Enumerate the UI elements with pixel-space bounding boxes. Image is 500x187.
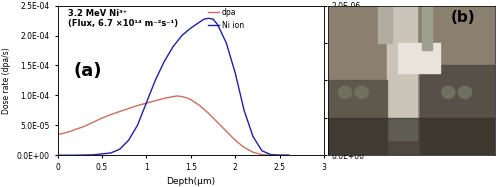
dpa [90,121,96,123]
Ni ion [152,79,158,82]
Ni ion [170,46,176,48]
Ni ion [144,102,150,104]
dpa [241,146,247,148]
dpa [250,151,256,153]
Legend: dpa, Ni ion: dpa, Ni ion [208,8,244,30]
dpa [214,121,220,123]
Ni ion [206,17,212,19]
dpa [206,112,212,114]
Ni ion [201,18,207,20]
dpa [161,97,167,99]
dpa [259,154,265,156]
Ni ion [90,154,96,156]
dpa [99,117,105,119]
dpa [72,128,78,131]
Circle shape [442,86,455,98]
dpa [179,95,185,98]
Ni ion [134,124,140,126]
Ni ion [250,135,256,138]
dpa [68,130,74,132]
Ni ion [214,23,220,25]
dpa [81,125,87,128]
Bar [378,6,392,43]
Ni ion [116,148,122,150]
Ni ion [196,21,202,23]
Ni ion [276,154,282,156]
Bar [420,65,495,155]
Ni ion [286,154,292,156]
Ni ion [161,61,167,63]
dpa [224,130,230,132]
dpa [276,154,282,156]
Ni ion [268,154,274,156]
dpa [64,131,70,134]
dpa [184,97,190,99]
dpa [232,139,238,141]
Bar [422,6,432,50]
Ni ion [108,152,114,154]
Circle shape [458,86,471,98]
Text: (a): (a) [74,62,102,80]
dpa [126,107,132,110]
Y-axis label: Concentration of  Ni ions (at%/s): Concentration of Ni ions (at%/s) [370,18,380,143]
Text: 3.2 MeV Ni³⁺
(Flux, 6.7 ×10¹⁴ m⁻²s⁻¹): 3.2 MeV Ni³⁺ (Flux, 6.7 ×10¹⁴ m⁻²s⁻¹) [68,9,178,28]
Bar [398,43,440,73]
dpa [134,104,140,107]
dpa [144,102,150,104]
dpa [54,133,60,135]
Circle shape [355,86,368,98]
dpa [152,100,158,102]
Ni ion [188,27,194,29]
Ni ion [210,18,216,20]
Ni ion [259,150,265,152]
Ni ion [241,109,247,111]
Y-axis label: Dose rate (dpa/s): Dose rate (dpa/s) [2,47,12,114]
Bar [386,6,416,140]
dpa [196,104,202,107]
Text: (b): (b) [450,10,475,25]
Ni ion [224,42,230,44]
X-axis label: Depth(μm): Depth(μm) [166,177,216,186]
dpa [286,154,292,156]
Ni ion [126,139,132,141]
Ni ion [232,72,238,74]
Line: Ni ion: Ni ion [58,18,288,155]
dpa [188,98,194,101]
Ni ion [54,154,60,156]
dpa [268,154,274,156]
Circle shape [338,86,351,98]
Bar [328,80,386,155]
Line: dpa: dpa [58,96,288,155]
dpa [116,110,122,113]
dpa [108,113,114,116]
Bar [328,118,495,155]
Ni ion [72,154,78,156]
dpa [170,95,176,98]
Ni ion [179,34,185,37]
dpa [174,95,180,97]
dpa [59,133,65,135]
